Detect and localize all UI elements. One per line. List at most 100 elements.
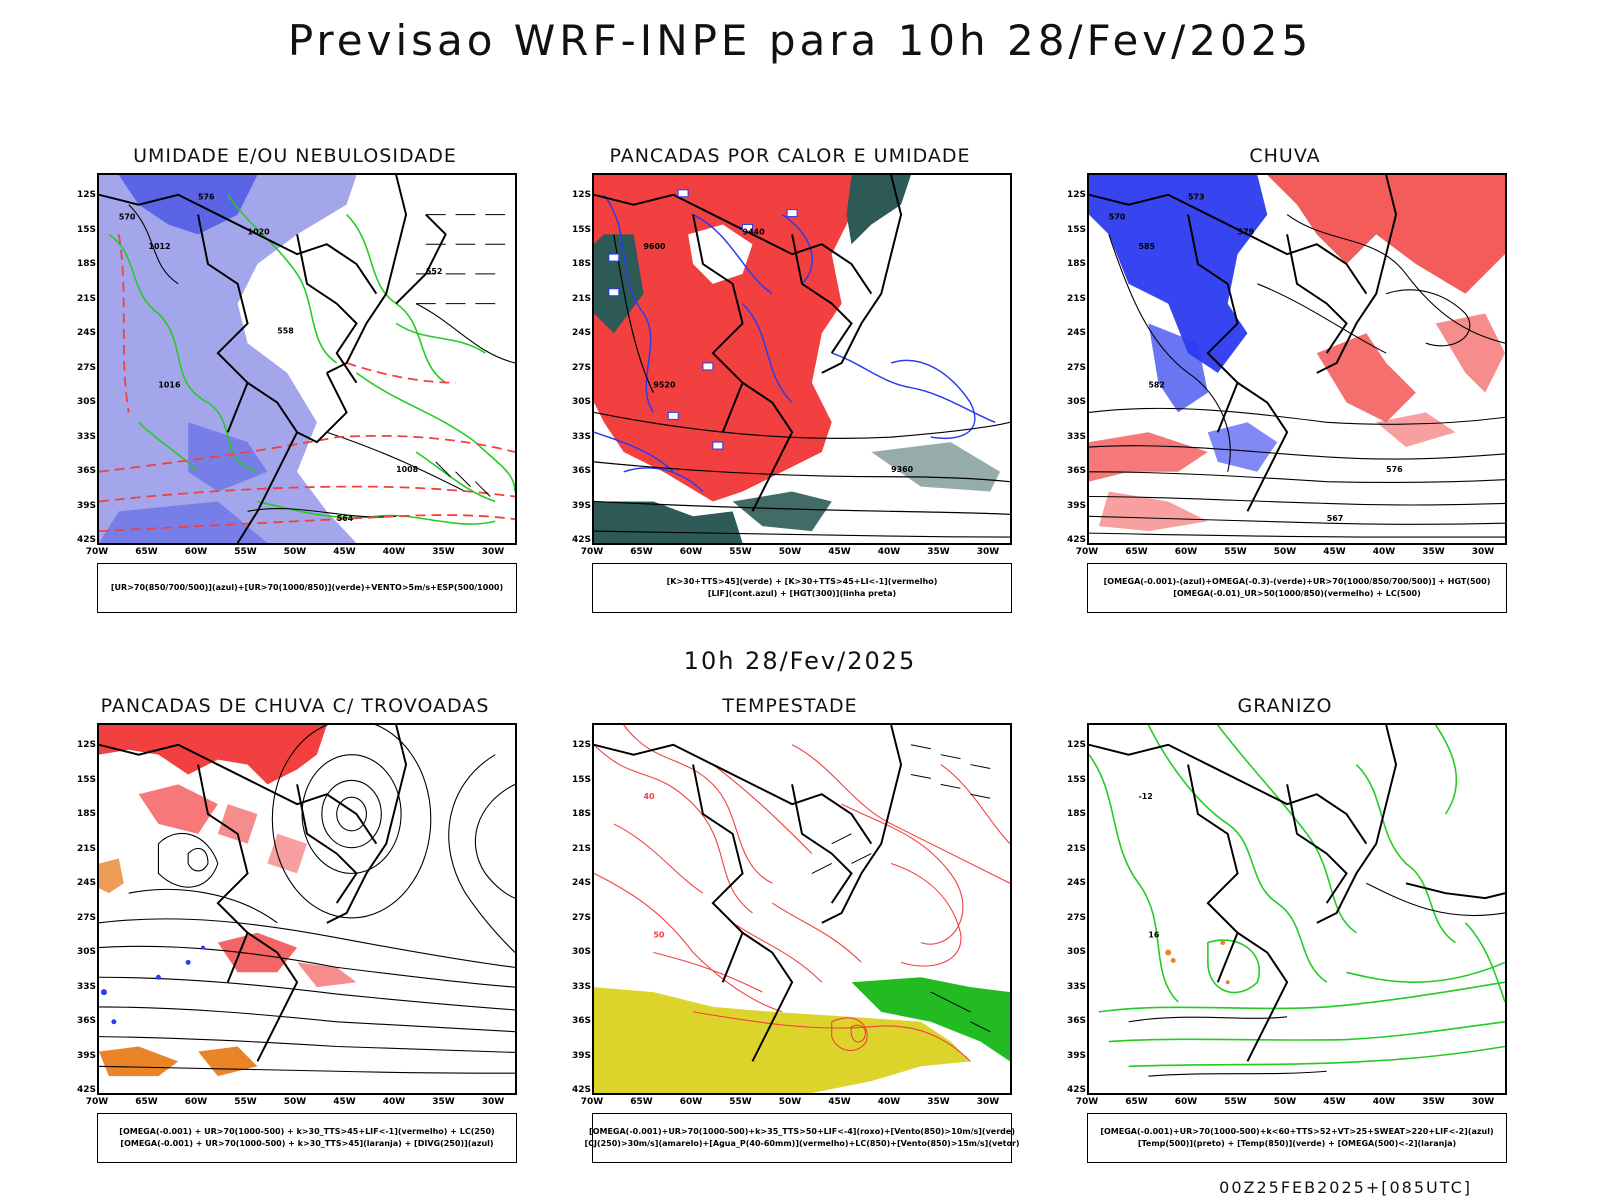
contour-label: 50 [653,931,665,940]
panel-title: CHUVA [1249,145,1321,167]
lon-tick-label: 55W [1224,1097,1247,1107]
lat-tick-label: 27S [76,912,96,923]
lat-tick-label: 27S [1066,912,1086,923]
lat-tick-label: 18S [1066,259,1086,269]
lon-tick-label: 50W [778,547,802,557]
main-title: Previsao WRF-INPE para 10h 28/Fev/2025 [287,16,1313,65]
lat-tick-label: 18S [76,809,96,819]
lat-tick-label: 42S [76,1085,96,1095]
lat-tick-label: 39S [571,1050,591,1061]
panel-chuva: CHUVA 12S 15S 18S 21S 24S 27S 30S 33S 36S 39S 42S [1066,145,1507,625]
lat-tick-label: 21S [1066,293,1086,304]
legend-box: [OMEGA(-0.001)+UR>70(1000-500)+k<60+TTS>… [1087,1113,1507,1163]
lon-tick-label: 55W [234,1097,257,1107]
map-chuva: 585 582 579 576 573 570 567 [1087,173,1507,545]
lat-tick-label: 15S [76,774,96,785]
panel-title: GRANIZO [1237,695,1333,717]
contour-label: 1020 [248,227,271,236]
lat-tick-label: 36S [76,1016,96,1026]
lon-tick-label: 50W [283,1097,307,1107]
map-umidade: 1012 1016 1020 1008 576 570 564 558 552 [97,173,517,545]
panel-title: UMIDADE E/OU NEBULOSIDADE [133,145,457,167]
lat-tick-label: 30S [76,397,96,407]
lat-tick-label: 18S [571,259,591,269]
lat-tick-label: 42S [571,535,591,545]
contour-label: 9440 [743,227,766,236]
map-pancadas-calor: 9600 9520 9440 9360 [592,173,1012,545]
lon-tick-label: 60W [1174,547,1198,557]
lon-tick-label: 40W [877,1097,901,1107]
legend-line: [OMEGA(-0.001) + UR>70(1000-500) + k>30_… [119,1127,495,1136]
lon-tick-label: 45W [1323,547,1346,557]
contour-label: 40 [644,792,656,801]
map-canvas: 9600 9520 9440 9360 [594,175,1010,543]
lat-tick-label: 42S [76,535,96,545]
lat-tick-label: 24S [76,328,96,338]
lat-tick-label: 12S [1066,190,1086,200]
lat-tick-label: 36S [1066,1016,1086,1026]
lat-tick-label: 33S [1066,431,1086,442]
lon-tick-label: 30W [481,547,505,557]
lat-tick-label: 36S [1066,466,1086,476]
lat-tick-label: 12S [1066,740,1086,750]
lat-tick-label: 27S [1066,362,1086,373]
contour-label: 9520 [653,381,676,390]
lon-tick-label: 40W [382,1097,406,1107]
lat-tick-label: 15S [1066,774,1086,785]
lon-tick-label: 60W [679,1097,703,1107]
map-canvas: -12 16 [1089,725,1505,1077]
lat-tick-label: 39S [76,1050,96,1061]
contour-label: 9600 [644,242,667,251]
panel-tempestade: TEMPESTADE 12S 15S 18S 21S 24S 27S 30S 33S 36S 39… [571,695,1020,1175]
contour-label: 579 [1238,227,1255,236]
lat-tick-label: 27S [571,362,591,373]
lat-tick-label: 18S [1066,809,1086,819]
lon-tick-label: 70W [85,547,109,557]
map-tempestade: 40 50 [592,723,1012,1095]
legend-line: [Temp(500)](preto) + [Temp(850)](verde) … [1137,1139,1457,1148]
contour-label: 576 [198,193,215,202]
lat-tick-label: 30S [571,397,591,407]
lon-tick-label: 45W [828,1097,851,1107]
lon-tick-label: 45W [333,1097,356,1107]
legend-line: [OMEGA(-0.001)-(azul)+OMEGA(-0.3)-(verde… [1103,577,1491,586]
lon-tick-label: 60W [679,547,703,557]
lat-tick-label: 24S [1066,328,1086,338]
lat-tick-label: 24S [571,878,591,888]
lon-tick-label: 45W [333,547,356,557]
legend-line: [CJ(250)>30m/s](amarelo)+[Agua_P(40-60mm… [584,1139,1020,1148]
lat-tick-label: 30S [1066,397,1086,407]
lon-tick-label: 60W [184,1097,208,1107]
lon-tick-label: 70W [85,1097,109,1107]
lon-tick-label: 55W [1224,547,1247,557]
legend-line: [OMEGA(-0.001)+UR>70(1000-500)+k<60+TTS>… [1100,1127,1494,1136]
panel-title: PANCADAS DE CHUVA C/ TROVOADAS [100,695,490,717]
lon-axis: 70W 65W 60W 55W 50W 45W 40W 35W 30W [581,1097,1012,1109]
legend-line: [K>30+TTS>45](verde) + [K>30+TTS>45+LI<-… [666,577,938,586]
lon-axis: 70W 65W 60W 55W 50W 45W 40W 35W 30W [1076,1097,1507,1109]
contour-label: 552 [426,267,443,276]
legend-line: [OMEGA(-0.001)+UR>70(1000-500)+k>35_TTS>… [589,1127,1015,1136]
contour-label: 570 [119,213,136,222]
lon-tick-label: 35W [432,1097,455,1107]
lon-tick-label: 50W [283,547,307,557]
contour-label: -12 [1139,792,1153,801]
lat-tick-label: 33S [571,431,591,442]
legend-line: [LIF](cont.azul) + [HGT(300)](linha pret… [707,589,897,598]
lon-tick-label: 60W [184,547,208,557]
lat-tick-label: 15S [76,224,96,235]
lon-tick-label: 55W [234,547,257,557]
contour-label: 558 [277,326,294,335]
lat-tick-label: 33S [571,981,591,992]
panel-umidade: UMIDADE E/OU NEBULOSIDADE 12S 15S 18S 21S 24… [76,145,517,625]
lon-tick-label: 40W [1372,1097,1396,1107]
lat-tick-label: 21S [571,293,591,304]
lat-tick-label: 21S [1066,843,1086,854]
lon-tick-label: 50W [1273,1097,1297,1107]
lat-tick-label: 12S [76,740,96,750]
map-canvas [99,725,515,1077]
contour-label: 1008 [396,465,419,474]
lat-tick-label: 42S [1066,1085,1086,1095]
map-canvas: 585 582 579 576 573 570 567 [1089,175,1505,538]
lon-tick-label: 35W [1422,1097,1445,1107]
